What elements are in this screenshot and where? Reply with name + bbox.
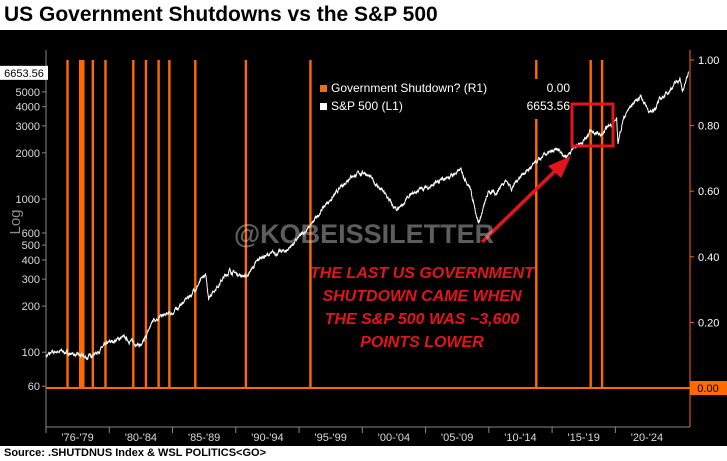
shutdown-bar [66, 60, 69, 388]
annotation-arrowhead [548, 156, 571, 178]
shutdown-bar [91, 60, 95, 388]
watermark: @KOBEISSILETTER [234, 219, 494, 249]
annotation-text-line: THE LAST US GOVERNMENT [310, 265, 535, 282]
y-right-tick-label: 0.20 [698, 317, 719, 329]
x-tick-label: '76-'79 [61, 432, 93, 444]
x-tick-label: '90-'94 [251, 432, 283, 444]
annotation-text-line: THE S&P 500 WAS ~3,600 [325, 311, 520, 328]
y-left-tick-label: 5000 [16, 87, 40, 99]
y-left-tick-label: 3000 [16, 121, 40, 133]
shutdown-bar [589, 60, 592, 388]
shutdown-bar [82, 60, 85, 388]
x-tick-label: '05-'09 [441, 432, 473, 444]
y-right-tick-label: 1.00 [698, 55, 719, 67]
source-footnote: Source: .SHUTDNUS Index & WSL POLITICS<G… [0, 446, 727, 461]
legend-value: 6653.56 [527, 99, 571, 113]
y-left-tick-label: 200 [22, 301, 40, 313]
x-tick-label: '80-'84 [125, 432, 157, 444]
shutdown-bar [104, 60, 107, 388]
y-left-tick-label: 500 [22, 240, 40, 252]
shutdown-bar [144, 60, 148, 388]
shutdown-bar [80, 60, 84, 388]
annotation-text-line: POINTS LOWER [360, 334, 484, 351]
shutdown-bar [535, 60, 538, 388]
y-right-tick-label: 0.80 [698, 121, 719, 133]
spx-line [45, 70, 689, 361]
x-tick-label: '15-'19 [568, 432, 600, 444]
shutdown-bar [132, 60, 135, 388]
y-left-tick-label: 2000 [16, 148, 40, 160]
shutdown-last-value: 0.00 [697, 383, 718, 395]
legend-swatch [320, 103, 327, 110]
chart: '76-'79 '80-'84 '85-'89 '90-'94 '95-'99 '00-'… [0, 50, 727, 444]
shutdown-bar [600, 60, 604, 388]
y-left-tick-label: 1000 [16, 194, 40, 206]
y-left-tick-label: 300 [22, 274, 40, 286]
legend-label: Government Shutdown? (R1) [331, 81, 487, 95]
y-left-axis-label: Log [7, 209, 24, 234]
shutdown-bar [244, 60, 248, 388]
x-tick-label: '20-'24 [631, 432, 663, 444]
shutdown-bar [309, 60, 312, 388]
y-right-tick-label: 0.40 [698, 252, 719, 264]
shutdown-bar [78, 60, 82, 388]
y-left-tick-label: 600 [22, 228, 40, 240]
y-left-tick-label: 4000 [16, 102, 40, 114]
legend [314, 79, 576, 119]
y-left-tick-label: 100 [22, 347, 40, 359]
highlight-box [570, 102, 615, 148]
annotation-arrow [480, 168, 558, 244]
y-right-tick-label: 0.60 [698, 186, 719, 198]
spx-last-value: 6653.56 [4, 68, 44, 80]
y-left-tick-label: 60 [28, 381, 40, 393]
shutdown-bar [157, 60, 160, 388]
shutdown-bar [194, 60, 197, 388]
y-left-tick-label: 400 [22, 255, 40, 267]
shutdown-last-value-badge [690, 381, 727, 395]
x-tick-label: '00-'04 [378, 432, 410, 444]
annotation-text-line: SHUTDOWN CAME WHEN [322, 288, 522, 305]
spx-last-value-badge [0, 65, 48, 80]
x-tick-label: '85-'89 [188, 432, 220, 444]
shutdown-bar [168, 60, 171, 388]
legend-value: 0.00 [547, 81, 571, 95]
legend-label: S&P 500 (L1) [331, 99, 403, 113]
legend-swatch [320, 85, 327, 92]
x-tick-label: '95-'99 [315, 432, 347, 444]
x-tick-label: '10-'14 [504, 432, 536, 444]
chart-title: US Government Shutdowns vs the S&P 500 [0, 0, 727, 30]
